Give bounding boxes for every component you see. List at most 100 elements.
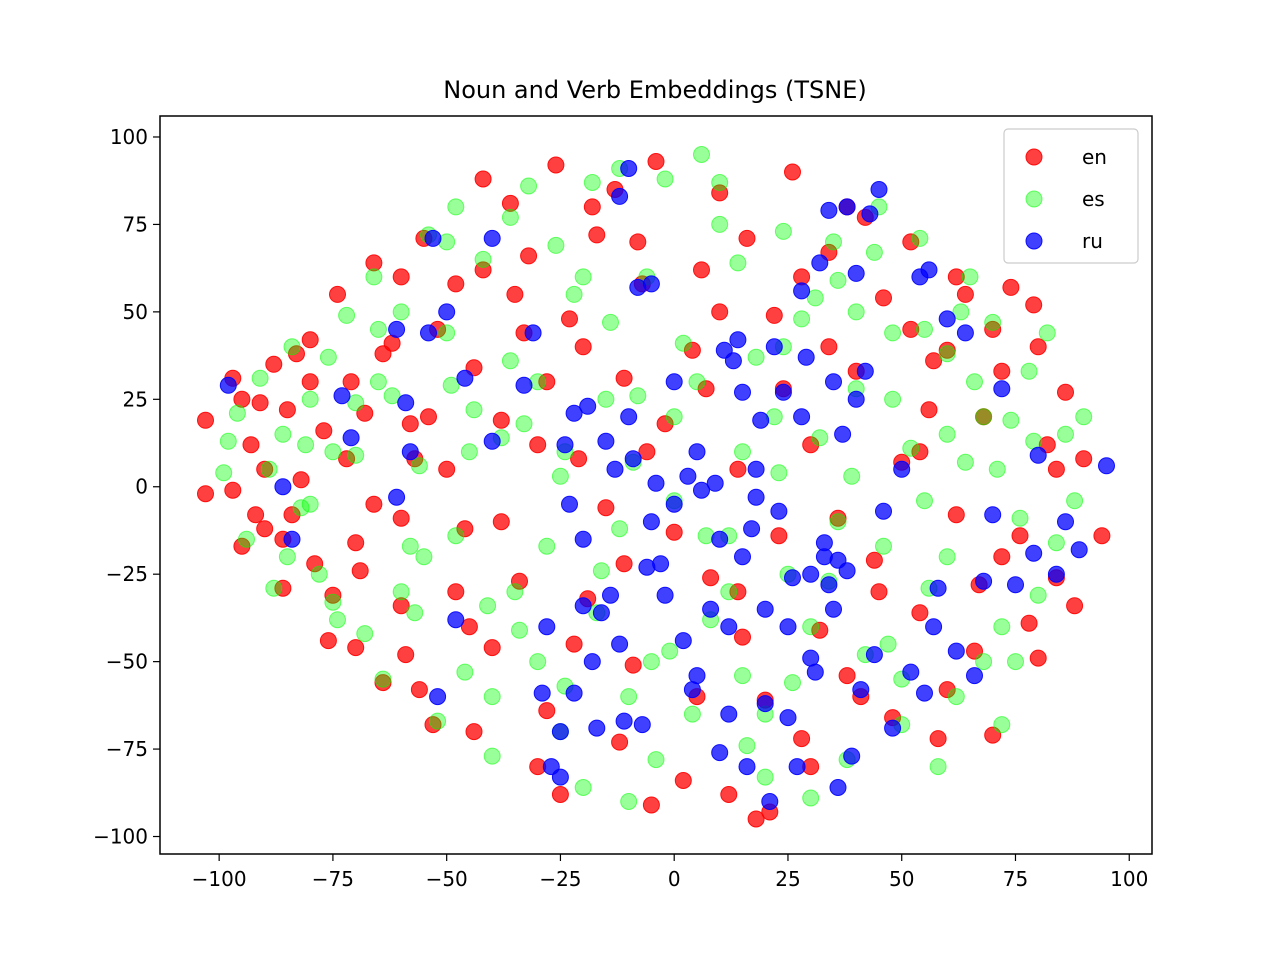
data-point bbox=[306, 555, 324, 573]
data-point bbox=[565, 684, 583, 702]
data-point bbox=[661, 642, 679, 660]
data-point bbox=[283, 530, 301, 548]
data-point bbox=[1029, 586, 1047, 604]
data-point bbox=[793, 310, 811, 328]
data-point bbox=[865, 243, 883, 261]
data-point bbox=[916, 684, 933, 702]
data-point bbox=[811, 429, 829, 447]
legend-marker-en bbox=[1025, 148, 1043, 166]
data-point bbox=[838, 667, 856, 685]
data-point bbox=[756, 768, 774, 786]
data-point bbox=[975, 653, 993, 671]
data-point bbox=[319, 348, 337, 366]
data-point bbox=[465, 401, 483, 419]
data-point bbox=[460, 618, 478, 636]
data-point bbox=[770, 527, 788, 545]
data-point bbox=[938, 425, 956, 443]
data-point bbox=[1020, 614, 1038, 632]
data-point bbox=[720, 583, 738, 601]
data-point bbox=[993, 548, 1011, 566]
data-point bbox=[688, 443, 706, 461]
data-point bbox=[656, 586, 674, 604]
data-point bbox=[620, 793, 638, 810]
data-point bbox=[588, 719, 606, 737]
data-point bbox=[278, 401, 296, 419]
x-tick-label: −100 bbox=[192, 867, 247, 891]
data-point bbox=[260, 460, 278, 478]
data-point bbox=[693, 261, 710, 279]
data-point bbox=[620, 688, 638, 706]
y-tick-label: −75 bbox=[106, 737, 148, 761]
data-point bbox=[615, 369, 633, 387]
data-point bbox=[565, 635, 583, 653]
data-point bbox=[642, 796, 660, 814]
data-point bbox=[656, 170, 674, 188]
data-point bbox=[870, 181, 888, 198]
data-point bbox=[747, 460, 765, 478]
data-point bbox=[802, 436, 820, 454]
data-point bbox=[1070, 541, 1088, 559]
data-point bbox=[961, 268, 979, 286]
data-point bbox=[1075, 450, 1093, 468]
data-point bbox=[515, 415, 533, 433]
data-point bbox=[374, 670, 392, 688]
data-point bbox=[729, 460, 747, 478]
data-point bbox=[711, 174, 729, 191]
data-point bbox=[993, 380, 1011, 398]
data-point bbox=[756, 695, 774, 713]
data-point bbox=[738, 737, 756, 755]
data-point bbox=[720, 705, 738, 723]
data-point bbox=[724, 352, 742, 370]
x-tick-label: −50 bbox=[426, 867, 468, 891]
data-point bbox=[1047, 565, 1065, 583]
data-point bbox=[274, 579, 292, 597]
data-point bbox=[1038, 324, 1056, 342]
data-point bbox=[1029, 446, 1047, 464]
data-point bbox=[447, 611, 465, 629]
data-point bbox=[929, 730, 947, 748]
data-point bbox=[324, 593, 342, 611]
data-point bbox=[870, 583, 888, 601]
data-point bbox=[729, 254, 747, 272]
data-point bbox=[515, 376, 533, 394]
data-point bbox=[224, 481, 242, 499]
data-point bbox=[975, 408, 993, 426]
data-point bbox=[265, 355, 283, 373]
data-point bbox=[838, 198, 856, 216]
data-point bbox=[602, 313, 619, 331]
data-point bbox=[916, 320, 933, 338]
data-point bbox=[301, 331, 319, 349]
data-point bbox=[956, 285, 974, 303]
y-tick-label: −25 bbox=[106, 562, 148, 586]
data-point bbox=[551, 786, 569, 803]
data-point bbox=[861, 205, 879, 223]
data-point bbox=[197, 485, 214, 503]
data-point bbox=[242, 436, 260, 454]
data-point bbox=[274, 478, 292, 496]
data-point bbox=[811, 621, 829, 639]
data-point bbox=[852, 681, 870, 699]
data-point bbox=[406, 604, 424, 622]
data-point bbox=[1057, 383, 1074, 401]
data-point bbox=[415, 548, 433, 566]
data-point bbox=[884, 324, 902, 342]
data-point bbox=[283, 338, 301, 356]
data-point bbox=[483, 432, 501, 450]
data-point bbox=[911, 229, 929, 247]
y-tick-label: 0 bbox=[135, 475, 148, 499]
data-point bbox=[624, 656, 642, 674]
data-point bbox=[538, 537, 556, 555]
data-point bbox=[829, 779, 847, 796]
data-point bbox=[738, 229, 756, 247]
data-point bbox=[392, 597, 410, 615]
data-point bbox=[665, 408, 683, 426]
data-point bbox=[893, 460, 911, 478]
data-point bbox=[283, 506, 301, 524]
data-point bbox=[865, 551, 883, 569]
data-point bbox=[747, 348, 765, 366]
data-point bbox=[865, 646, 883, 664]
x-axis: −100 −75 −50 −25 0 25 50 75 100 bbox=[192, 854, 1148, 891]
data-point bbox=[875, 502, 892, 520]
data-point bbox=[770, 502, 788, 520]
data-point bbox=[988, 460, 1006, 478]
